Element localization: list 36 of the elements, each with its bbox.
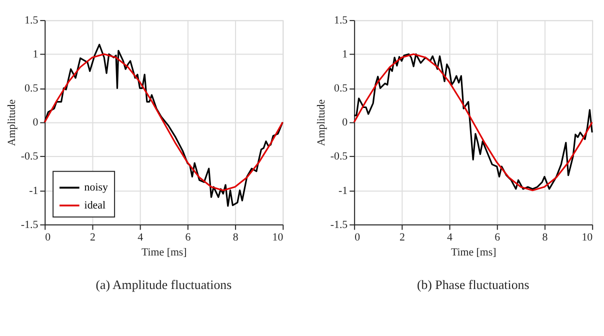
x-axis-title: Time [ms] (450, 246, 496, 259)
y-tick-label: 0 (342, 116, 348, 129)
y-axis-title: Amplitude (315, 99, 328, 146)
y-tick-label: -1.5 (330, 218, 348, 231)
legend-label: noisy (84, 182, 108, 194)
x-tick-label: 10 (582, 232, 594, 244)
x-tick-label: 10 (272, 232, 284, 244)
y-tick-label: 1 (32, 48, 38, 61)
legend-label: ideal (84, 200, 106, 212)
y-axis-title: Amplitude (6, 99, 18, 146)
x-tick-label: 0 (354, 232, 361, 244)
x-axis-title: Time [ms] (141, 246, 187, 259)
y-tick-label: -0.5 (20, 150, 39, 163)
y-tick-label: 1 (342, 48, 348, 61)
y-tick-label: 1.5 (334, 14, 348, 27)
x-tick-label: 8 (542, 232, 548, 244)
y-tick-label: -1 (338, 184, 348, 197)
x-tick-label: 8 (232, 232, 239, 244)
y-tick-label: 0.5 (24, 82, 39, 95)
x-tick-label: 2 (90, 232, 96, 244)
y-tick-label: -0.5 (330, 150, 348, 163)
y-tick-label: -1.5 (20, 218, 39, 231)
x-tick-label: 4 (138, 232, 144, 244)
line-series (44, 53, 284, 192)
text: (a) Amplitude fluctuations (96, 278, 232, 292)
x-tick-label: 6 (185, 232, 192, 244)
x-tick-label: 0 (45, 232, 52, 244)
x-tick-label: 2 (399, 232, 405, 244)
y-tick-label: 1.5 (24, 14, 39, 27)
y-tick-label: -1 (29, 184, 38, 197)
x-tick-label: 6 (494, 232, 501, 244)
y-tick-label: 0.5 (334, 82, 348, 95)
x-tick-label: 4 (447, 232, 454, 244)
y-tick-label: 0 (32, 116, 39, 129)
text: (b) Phase fluctuations (416, 278, 530, 292)
line-series (44, 44, 284, 207)
